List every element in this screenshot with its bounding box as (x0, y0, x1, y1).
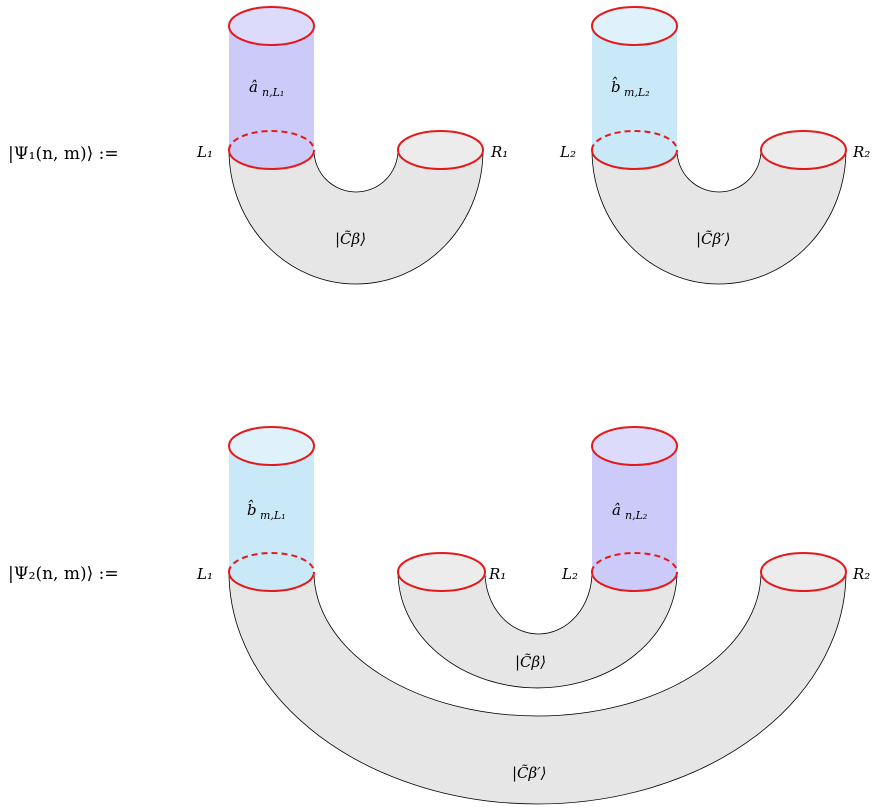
psi1-left-op: â (249, 78, 258, 96)
psi2-l1-label: L₁ (196, 565, 213, 583)
psi2-l2-label: L₂ (561, 565, 578, 583)
psi2-r1-label: R₁ (488, 565, 506, 583)
psi1-r1-label: R₁ (490, 143, 508, 161)
psi1-left-u-tube (228, 149, 484, 285)
psi1-l2-label: L₂ (559, 143, 576, 161)
psi1-left-block: â n,L₁ L₁ R₁ |C̃β⟩ (196, 6, 508, 285)
psi2-r2-rim (760, 552, 847, 592)
psi1-left-cylinder-back-rim (228, 130, 315, 151)
psi2-left-op: b̂ (247, 500, 257, 519)
psi1-right-block: b̂ m,L₂ L₂ R₂ |C̃β′⟩ (559, 6, 870, 285)
psi1-left-op-sub: n,L₁ (262, 86, 284, 99)
psi1-l1-label: L₁ (196, 143, 213, 161)
psi2-left-cylinder-front-rim (228, 571, 315, 592)
psi1-label: |Ψ₁(n, m)⟩ := (8, 144, 119, 164)
psi1-left-state: |C̃β⟩ (335, 230, 366, 248)
psi2-right-op-sub: n,L₂ (625, 509, 647, 522)
psi1-diagram: |Ψ₁(n, m)⟩ := â n,L₁ L₁ R₁ |C̃β⟩ b̂ (8, 6, 870, 285)
psi1-r1-rim (397, 130, 484, 170)
psi1-right-cylinder-back-rim (591, 130, 678, 151)
psi2-left-cylinder-top-rim (228, 426, 315, 466)
psi1-left-cylinder-top-rim (228, 6, 315, 46)
psi2-left-op-sub: m,L₁ (260, 509, 286, 522)
psi2-inner-state: |C̃β⟩ (515, 653, 546, 671)
psi1-left-cylinder-front-rim (228, 149, 315, 170)
psi1-right-op-sub: m,L₂ (624, 86, 650, 99)
psi1-right-cylinder-front-rim (591, 149, 678, 170)
psi2-outer-state: |C̃β′⟩ (512, 764, 546, 782)
psi2-r2-label: R₂ (852, 565, 870, 583)
psi2-right-cylinder-top-rim (591, 426, 678, 466)
psi2-right-cylinder-back-rim (591, 552, 678, 573)
psi2-outer-tube (228, 571, 847, 805)
psi2-inner-tube (397, 571, 678, 689)
psi2-right-cylinder-front-rim (591, 571, 678, 592)
psi2-label: |Ψ₂(n, m)⟩ := (8, 564, 119, 584)
psi1-right-cylinder-top-rim (591, 6, 678, 46)
psi1-right-op: b̂ (611, 77, 621, 96)
psi2-r1-rim (397, 552, 486, 592)
psi1-right-state: |C̃β′⟩ (696, 230, 730, 248)
psi2-left-cylinder-back-rim (228, 552, 315, 573)
psi2-diagram: |Ψ₂(n, m)⟩ := b̂ m,L₁ â n,L₂ L₁ R₁ L₂ R₂… (8, 426, 870, 805)
psi1-r2-label: R₂ (852, 143, 870, 161)
psi1-right-u-tube (591, 149, 847, 285)
psi2-right-op: â (612, 501, 621, 519)
psi1-r2-rim (760, 130, 847, 170)
